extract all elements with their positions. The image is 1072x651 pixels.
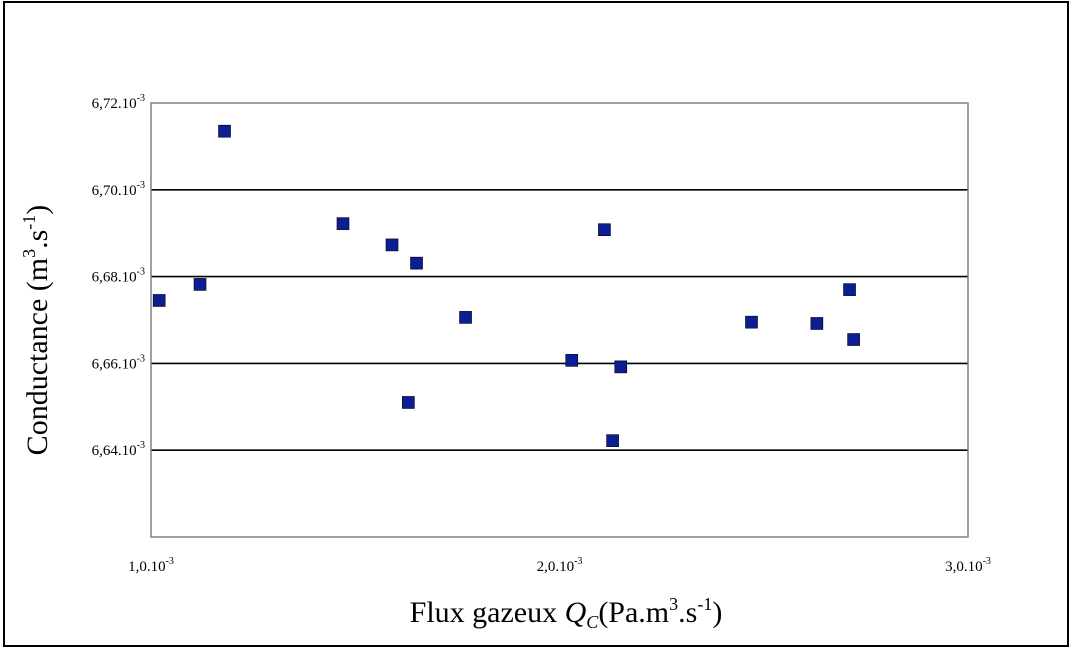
x-tick-label-2: 3,0.10-3 bbox=[945, 556, 991, 575]
data-point-6 bbox=[410, 256, 423, 270]
x-axis-title-sup2: -1 bbox=[697, 594, 712, 614]
x-axis-title-var: Q bbox=[565, 596, 587, 629]
data-point-4 bbox=[385, 238, 399, 252]
x-tick-labels: 1,0.10-3 2,0.10-3 3,0.10-3 bbox=[128, 556, 991, 575]
x-axis-title-sub: C bbox=[586, 612, 599, 632]
gridlines bbox=[151, 189, 968, 452]
data-point-3 bbox=[336, 217, 350, 230]
y-tick-label-4: 6,72.10-3 bbox=[92, 93, 145, 112]
data-point-15 bbox=[847, 333, 860, 346]
y-axis-title-end: ) bbox=[21, 205, 54, 215]
x-axis-title-unit: (Pa.m bbox=[598, 596, 669, 629]
y-axis-title-main: Conductance (m bbox=[21, 258, 54, 455]
x-axis-title-sup1: 3 bbox=[669, 594, 678, 614]
x-axis-title-main: Flux gazeux bbox=[410, 596, 565, 629]
chart-frame bbox=[3, 1, 1069, 647]
x-axis-title: Flux gazeux QC(Pa.m3.s-1) bbox=[410, 594, 723, 632]
y-axis-title-sup1: 3 bbox=[19, 249, 39, 258]
data-point-9 bbox=[598, 223, 611, 237]
x-axis-title-end: ) bbox=[712, 596, 722, 629]
data-point-7 bbox=[459, 311, 472, 324]
y-axis-title-sup2: -1 bbox=[19, 215, 39, 230]
data-point-2 bbox=[218, 124, 231, 138]
data-point-14 bbox=[843, 283, 856, 296]
data-point-10 bbox=[606, 434, 619, 447]
data-point-1 bbox=[193, 278, 207, 291]
y-tick-label-1: 6,66.10-3 bbox=[92, 353, 145, 372]
x-axis-title-mid: .s bbox=[678, 596, 697, 629]
data-point-8 bbox=[565, 354, 579, 367]
y-tick-label-2: 6,68.10-3 bbox=[92, 267, 145, 286]
data-point-0 bbox=[152, 294, 166, 307]
y-tick-labels: 6,64.10-3 6,66.10-3 6,68.10-3 6,70.10-3 6,72… bbox=[92, 93, 145, 459]
y-tick-label-0: 6,64.10-3 bbox=[92, 440, 145, 459]
data-point-13 bbox=[810, 317, 824, 330]
x-tick-label-1: 2,0.10-3 bbox=[537, 556, 583, 575]
y-axis-title-mid: .s bbox=[21, 230, 54, 249]
y-tick-label-3: 6,70.10-3 bbox=[92, 180, 145, 199]
data-point-12 bbox=[745, 315, 758, 329]
data-point-5 bbox=[402, 396, 415, 409]
x-tick-label-0: 1,0.10-3 bbox=[128, 556, 174, 575]
data-points bbox=[152, 124, 860, 447]
y-axis-title: Conductance (m3.s-1) bbox=[19, 205, 54, 456]
plot-area-border bbox=[150, 102, 969, 538]
data-point-11 bbox=[614, 360, 628, 374]
